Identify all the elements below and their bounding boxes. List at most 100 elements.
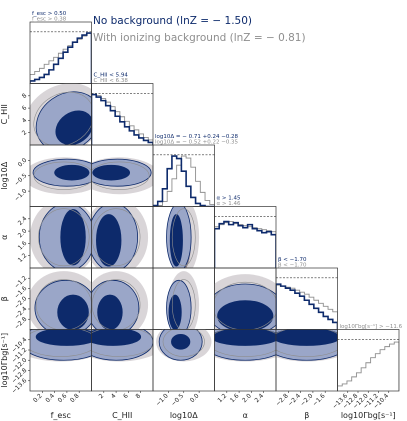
x-axis-label-beta: β (304, 411, 309, 420)
x-tick-label: 2.0 (241, 392, 253, 404)
y-tick-label: 1.6 (17, 240, 29, 252)
panel-loggamma-vs-chii (91, 329, 154, 393)
x-axis-label-alpha: α (243, 411, 248, 420)
contour-with-bg-line (33, 91, 92, 145)
panel-loggamma-vs-loggamma (337, 329, 400, 393)
x-tick-label: 0.0 (189, 392, 201, 404)
contour-with-bg-line (276, 329, 338, 357)
annotation-alpha-with-bg: α > 1.46 (217, 201, 241, 207)
contour-no-bg-inner (91, 329, 142, 346)
contour-no-bg-inner (214, 329, 276, 346)
panel-alpha-vs-logdelta (152, 206, 215, 269)
panel-logdelta-vs-logdelta (152, 144, 215, 207)
x-tick-label: 2.4 (253, 392, 265, 404)
contour-no-bg-inner (97, 294, 123, 330)
contour-no-bg-inner (92, 164, 131, 181)
y-axis-label-logdelta: log10Δ (0, 161, 9, 189)
x-tick-label: 2 (98, 392, 106, 400)
hist-beta-no_bg (276, 283, 338, 330)
hist-logdelta-no_bg (153, 155, 215, 207)
y-tick-label: 0.0 (17, 157, 29, 169)
x-tick-label: 0.6 (57, 392, 69, 404)
panel-beta-vs-fesc (28, 267, 92, 330)
x-tick-label: −2.8 (274, 392, 289, 407)
panel-loggamma-vs-alpha (214, 329, 277, 393)
panel-beta-vs-beta (275, 267, 338, 330)
annotation-beta-no-bg: β < −1.70 (278, 257, 307, 263)
x-axis-label-logdelta: log10Δ (170, 411, 198, 420)
contour-with-bg-line (171, 279, 196, 330)
y-tick-label: 2 (21, 129, 29, 137)
contour-no-bg-inner (57, 294, 89, 330)
y-tick-label: 8 (21, 92, 29, 100)
x-tick-label: −2.0 (299, 392, 314, 407)
hist-beta-with_bg (276, 284, 338, 330)
contour-no-bg-inner (96, 214, 122, 267)
contour-with-bg-line (33, 161, 92, 190)
contour-with-bg-line (171, 208, 196, 267)
y-tick-label: 6 (21, 104, 29, 112)
panel-frame (214, 206, 277, 269)
hist-alpha-no_bg (214, 220, 276, 268)
panel-alpha-vs-fesc (28, 206, 92, 269)
y-axis-label-alpha: α (0, 235, 9, 240)
panel-fesc-vs-fesc (29, 21, 92, 84)
x-tick-label: 1.2 (217, 392, 229, 404)
x-tick-label: 0.2 (32, 392, 44, 404)
contour-no-bg-inner (171, 334, 191, 350)
contour-with-bg-line (214, 281, 276, 330)
panel-loggamma-vs-beta (275, 329, 338, 393)
x-axis-label-fesc: f_esc (51, 411, 71, 420)
legend-with-background: With ionizing background (lnZ = − 0.81) (93, 32, 306, 44)
y-tick-label: 2.4 (17, 215, 29, 227)
annotation-chii-no-bg: C_HII < 5.94 (94, 73, 129, 79)
y-tick-label: 2.0 (17, 227, 29, 239)
hist-chii-no_bg (91, 93, 153, 145)
y-axis-label-chii: C_HII (0, 104, 9, 124)
y-tick-label: −0.5 (13, 172, 28, 187)
contour-no-bg-inner (169, 214, 183, 267)
y-tick-label: 4 (21, 117, 29, 125)
annotation-logdelta-no-bg: log10Δ = − 0.71 +0.24 −0.28 (155, 134, 239, 140)
panel-alpha-vs-alpha (214, 206, 277, 269)
contour-with-bg-line (162, 329, 205, 357)
y-tick-label: −1.0 (13, 187, 28, 202)
panel-logdelta-vs-fesc (28, 144, 92, 207)
panel-alpha-vs-chii (91, 206, 154, 269)
contour-with-bg-line (214, 329, 276, 357)
contour-with-bg-line (35, 279, 92, 330)
annotation-loggamma-with-bg: log10Γbg[s⁻¹] > −11.6 (340, 323, 403, 330)
x-tick-label: 0.8 (69, 392, 81, 404)
panel-beta-vs-chii (91, 267, 154, 330)
x-tick-label: 4 (110, 392, 118, 400)
panel-logdelta-vs-chii (91, 144, 154, 207)
contour-with-bg-line (30, 329, 92, 357)
annotation-fesc-with-bg: f_esc > 0.38 (32, 17, 67, 23)
contour-no-bg-inner (168, 294, 182, 330)
annotation-logdelta-with-bg: log10Δ = − 0.52 +0.22 −0.35 (155, 140, 239, 146)
contour-with-bg-line (38, 208, 90, 267)
y-axis-label-beta: β (0, 296, 9, 301)
panel-beta-vs-alpha (214, 267, 277, 330)
panel-loggamma-vs-fesc (28, 329, 92, 393)
contour-no-bg-inner (60, 209, 86, 266)
annotation-fesc-no-bg: f_esc > 0.50 (32, 11, 67, 17)
hist-logdelta-with_bg (153, 155, 215, 207)
x-tick-label: 0.4 (44, 392, 56, 404)
contour-with-bg-line (91, 279, 141, 330)
x-tick-label: −1.6 (311, 392, 326, 407)
panel-chii-vs-chii (91, 83, 154, 146)
legend-no-background: No background (lnZ = − 1.50) (93, 15, 252, 27)
contour-with-bg-line (91, 329, 153, 357)
contour-no-bg-inner (54, 164, 90, 181)
y-tick-label: 1.2 (17, 252, 29, 264)
x-tick-label: −1.0 (155, 392, 170, 407)
hist-alpha-with_bg (214, 221, 276, 268)
contour-no-bg-inner (276, 329, 338, 346)
hist-fesc-no_bg (30, 32, 92, 84)
x-tick-label: 6 (122, 392, 130, 400)
annotation-beta-with-bg: β < −1.70 (278, 263, 307, 269)
x-axis-label-loggamma: log10Γbg[s⁻¹] (341, 411, 396, 420)
